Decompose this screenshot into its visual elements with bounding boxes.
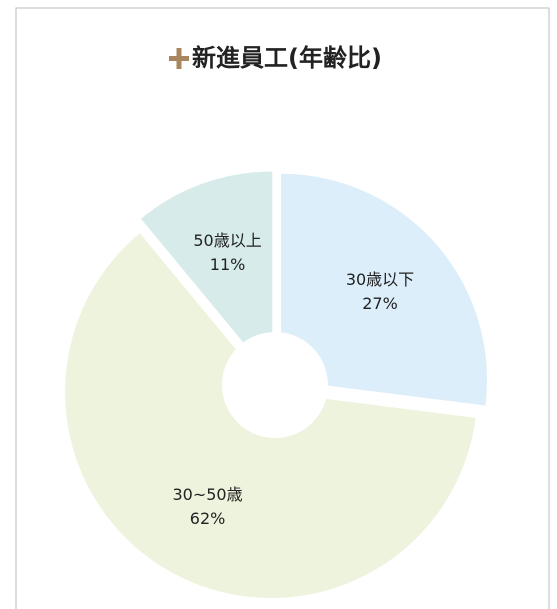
- chart-title: 新進員工(年齢比): [192, 44, 382, 72]
- donut-hole: [222, 332, 328, 438]
- value-label: 27%: [362, 294, 398, 313]
- frame: [15, 7, 550, 609]
- slice: [281, 173, 488, 406]
- slice-label: 30~50歳: [172, 485, 242, 504]
- value-label: 11%: [210, 255, 246, 274]
- title-icon: [169, 48, 189, 69]
- slice-label: 30歳以下: [346, 270, 414, 289]
- slice-label: 50歳以上: [193, 231, 261, 250]
- slice: [140, 171, 273, 378]
- value-label: 62%: [190, 509, 226, 528]
